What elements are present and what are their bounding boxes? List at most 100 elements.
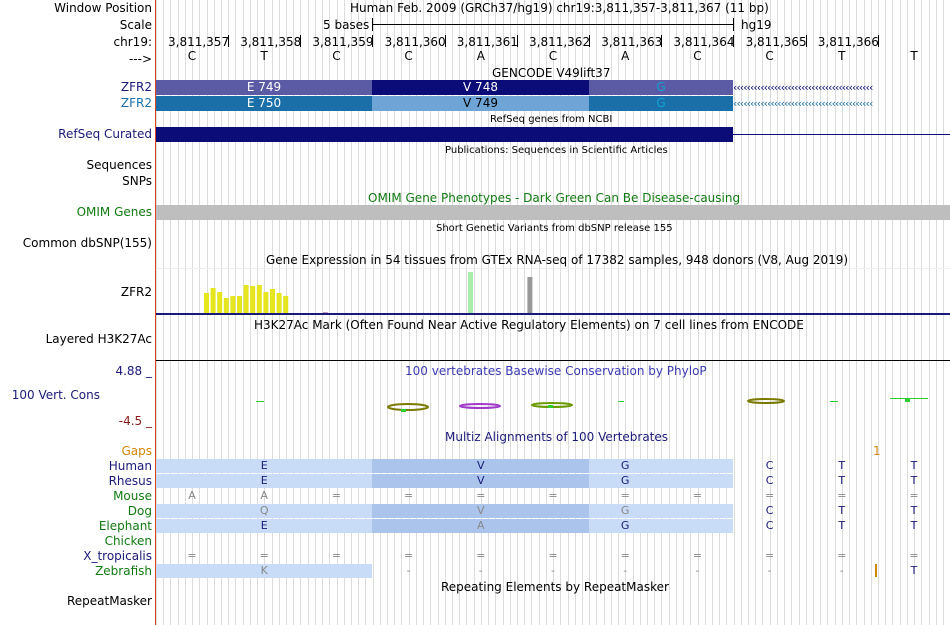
alignment-base: A	[260, 489, 268, 502]
species-chicken-label[interactable]: Chicken	[104, 534, 152, 548]
alignment-base: =	[692, 489, 702, 502]
gridline	[293, 0, 295, 625]
window-position-label[interactable]: Window Position	[54, 1, 152, 15]
strand-label[interactable]: --->	[128, 52, 152, 66]
sequences-label[interactable]: Sequences	[86, 158, 152, 172]
position-label: 3,811,366	[817, 35, 879, 49]
gridline	[242, 0, 244, 625]
gridline	[567, 0, 569, 625]
species-dog-label[interactable]: Dog	[127, 504, 152, 518]
gridline	[495, 0, 497, 625]
gencode-exon-v749[interactable]: V 749	[372, 96, 589, 111]
position-tick	[228, 35, 229, 47]
gridline	[668, 0, 670, 625]
species-human-label[interactable]: Human	[108, 459, 152, 473]
phylop-track-title: 100 vertebrates Basewise Conservation by…	[405, 364, 707, 378]
species-rhesus-label[interactable]: Rhesus	[108, 474, 152, 488]
refseq-curated-label[interactable]: RefSeq Curated	[58, 127, 152, 141]
gtex-tissue-bar	[204, 293, 209, 315]
gridline	[408, 0, 410, 625]
gridline	[452, 0, 454, 625]
phylop-mark	[830, 401, 838, 402]
base-letter: A	[476, 49, 485, 63]
gtex-track-title: Gene Expression in 54 tissues from GTEx …	[266, 253, 849, 267]
chrom-label[interactable]: chr19:	[113, 35, 152, 49]
gaps-label[interactable]: Gaps	[121, 444, 152, 458]
scale-bar-right-tick	[733, 18, 734, 31]
gridline	[192, 0, 194, 625]
scale-label[interactable]: Scale	[119, 18, 152, 32]
gencode-exon-g-1[interactable]: G	[589, 80, 733, 95]
species-mouse-label[interactable]: Mouse	[113, 489, 152, 503]
base-letter: C	[187, 49, 197, 63]
position-tick	[300, 35, 302, 47]
alignment-shade	[372, 519, 589, 533]
species-elephant-label[interactable]: Elephant	[98, 519, 152, 533]
gencode-zfr2-label-2[interactable]: ZFR2	[120, 96, 152, 110]
alignment-base: =	[837, 549, 847, 562]
gencode-exon-g-2[interactable]: G	[589, 96, 733, 111]
gencode-intron-arrows-2: ‹‹‹‹‹‹‹‹‹‹‹‹‹‹‹‹‹‹‹‹‹‹‹‹‹‹‹‹‹‹‹‹‹‹‹‹‹‹‹‹…	[733, 97, 873, 110]
alignment-shade	[156, 474, 372, 488]
position-tick	[444, 35, 446, 47]
gridline	[921, 0, 923, 625]
phylop-track-label[interactable]: 100 Vert. Cons	[11, 388, 100, 402]
refseq-exon[interactable]	[156, 127, 733, 142]
gtex-baseline	[156, 313, 950, 315]
gridline	[545, 0, 547, 625]
gridline	[849, 0, 851, 625]
snps-label[interactable]: SNPs	[122, 174, 152, 188]
gridline	[798, 0, 800, 625]
gencode-exon-v749-label: V 749	[463, 96, 498, 110]
gridline	[654, 0, 656, 625]
refseq-track-title: RefSeq genes from NCBI	[490, 114, 613, 125]
alignment-base: T	[910, 519, 918, 532]
species-xtropicalis-label[interactable]: X_tropicalis	[83, 549, 152, 563]
gridline	[805, 0, 807, 625]
track-data-area[interactable]: Human Feb. 2009 (GRCh37/hg19) chr19:3,81…	[156, 0, 950, 625]
scale-bar-line	[372, 24, 733, 25]
gtex-tissue-bar	[256, 285, 262, 315]
alignment-base: =	[909, 549, 919, 562]
base-letter: C	[548, 49, 558, 63]
base-letter: T	[838, 49, 846, 63]
gridline	[574, 0, 576, 625]
gridline	[538, 0, 540, 625]
gridline	[928, 0, 930, 625]
species-zebrafish-label[interactable]: Zebrafish	[95, 564, 152, 578]
alignment-base: Q	[259, 504, 269, 517]
gridline	[841, 0, 843, 625]
gridline	[307, 0, 309, 625]
h3k27ac-track-title: H3K27Ac Mark (Often Found Near Active Re…	[254, 318, 804, 332]
gencode-zfr2-label-1[interactable]: ZFR2	[120, 80, 152, 94]
gtex-chart-area[interactable]	[156, 268, 950, 315]
track-labels: Window Position Scale chr19: ---> ZFR2 Z…	[0, 0, 155, 625]
omim-genes-label[interactable]: OMIM Genes	[76, 205, 152, 219]
gencode-exon-v748[interactable]: V 748	[372, 80, 589, 95]
gtex-zfr2-label[interactable]: ZFR2	[120, 285, 152, 299]
gtex-tissue-bar	[237, 296, 242, 315]
omim-gene-bar[interactable]	[156, 205, 950, 220]
alignment-base: A	[477, 519, 485, 532]
gridline	[827, 0, 829, 625]
gridline	[733, 0, 735, 625]
h3k27ac-label[interactable]: Layered H3K27Ac	[45, 332, 152, 346]
gridline	[163, 0, 165, 625]
alignment-base: C	[765, 519, 774, 532]
gridline	[553, 0, 555, 625]
publications-track-title: Publications: Sequences in Scientific Ar…	[445, 145, 668, 156]
gridline	[646, 0, 648, 625]
gencode-exon-e750-label: E 750	[246, 96, 282, 110]
alignment-base: =	[476, 549, 486, 562]
gridline	[437, 0, 439, 625]
gencode-exon-e750[interactable]: E 750	[156, 96, 372, 111]
gtex-bar-chart	[204, 272, 559, 315]
base-letter: C	[765, 49, 774, 63]
gencode-exon-e749[interactable]: E 749	[156, 80, 372, 95]
gridline	[914, 0, 916, 625]
common-dbsnp-label[interactable]: Common dbSNP(155)	[22, 236, 152, 250]
phylop-plot[interactable]	[156, 380, 950, 430]
gridline	[697, 0, 699, 625]
repeatmasker-label[interactable]: RepeatMasker	[66, 594, 152, 608]
